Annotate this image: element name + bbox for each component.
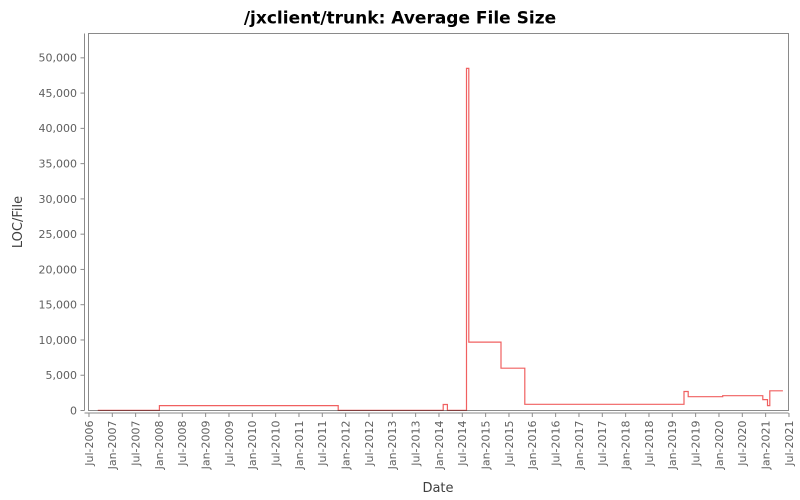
x-tick-label: Jan-2011 [293, 421, 306, 471]
x-tick-label: Jul-2009 [223, 421, 236, 467]
x-tick-label: Jul-2013 [409, 421, 422, 467]
y-tick-label: 0 [70, 404, 77, 417]
x-axis-tick-labels: Jul-2006 Jan-2007 Jul-2007 Jan-2008 Jul-2008… [83, 421, 796, 471]
y-tick-label: 40,000 [39, 122, 78, 135]
y-tick-label: 35,000 [39, 157, 78, 170]
x-tick-label: Jul-2012 [363, 421, 376, 467]
y-tick-label: 50,000 [39, 52, 78, 65]
y-tick-label: 5,000 [46, 369, 78, 382]
x-tick-label: Jul-2007 [129, 421, 142, 467]
x-tick-label: Jul-2019 [689, 421, 702, 467]
y-tick-label: 25,000 [39, 228, 78, 241]
x-tick-label: Jan-2020 [713, 421, 726, 471]
y-axis-tick-labels: 0 5,000 10,000 15,000 20,000 25,000 30,000 35,0… [39, 52, 78, 418]
x-tick-label: Jan-2015 [479, 421, 492, 471]
x-tick-label: Jul-2006 [83, 421, 96, 467]
y-tick-label: 15,000 [39, 299, 78, 312]
plot-border [88, 33, 789, 411]
y-tick-label: 10,000 [39, 334, 78, 347]
x-tick-label: Jul-2011 [316, 421, 329, 467]
x-tick-label: Jan-2010 [246, 421, 259, 471]
y-tick-label: 45,000 [39, 87, 78, 100]
y-tick-label: 20,000 [39, 263, 78, 276]
x-tick-label: Jul-2010 [269, 421, 282, 467]
x-tick-label: Jan-2014 [433, 421, 446, 471]
x-tick-label: Jan-2013 [386, 421, 399, 471]
x-tick-label: Jul-2020 [736, 421, 749, 467]
y-axis-title: LOC/File [11, 196, 26, 248]
x-tick-label: Jul-2017 [596, 421, 609, 467]
x-tick-label: Jan-2019 [666, 421, 679, 471]
x-tick-label: Jul-2008 [176, 421, 189, 467]
y-tick-label: 30,000 [39, 193, 78, 206]
series-line-average-file-size [97, 67, 783, 411]
x-tick-label: Jan-2009 [199, 421, 212, 471]
y-axis-ticks [80, 57, 85, 411]
x-tick-label: Jul-2014 [456, 421, 469, 467]
x-tick-label: Jan-2021 [759, 421, 772, 471]
x-tick-label: Jan-2018 [619, 421, 632, 471]
x-tick-label: Jan-2007 [106, 421, 119, 471]
x-tick-label: Jan-2017 [573, 421, 586, 471]
x-axis-title: Date [422, 481, 453, 496]
x-axis-ticks [88, 413, 790, 417]
x-tick-label: Jul-2018 [643, 421, 656, 467]
x-tick-label: Jul-2021 [783, 421, 796, 467]
x-tick-label: Jul-2015 [503, 421, 516, 467]
x-tick-label: Jan-2008 [153, 421, 166, 471]
x-tick-label: Jan-2012 [339, 421, 352, 471]
x-tick-label: Jul-2016 [549, 421, 562, 467]
x-tick-label: Jan-2016 [526, 421, 539, 471]
chart-title: /jxclient/trunk: Average File Size [244, 9, 556, 29]
